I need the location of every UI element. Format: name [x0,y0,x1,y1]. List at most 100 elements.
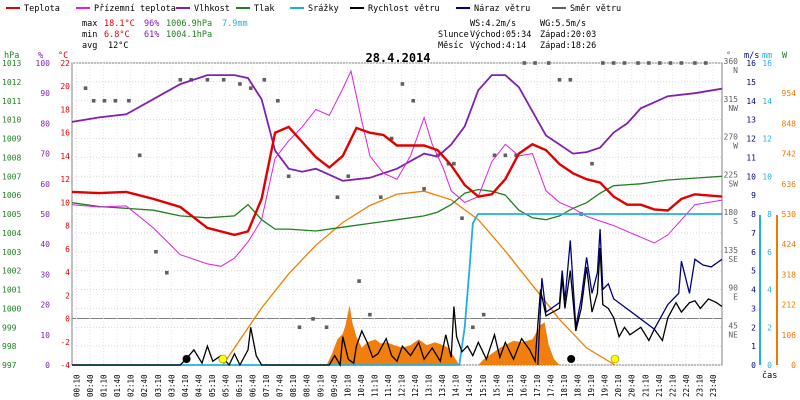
tick-label-hpa: 1005 [2,210,21,219]
tick-label-time: 12:10 [398,374,407,397]
tick-label-degc: -2 [60,338,70,347]
tick-label-hpa: 1010 [2,116,21,125]
tick-label-time: 13:40 [438,374,447,397]
series-dir-point [178,77,183,82]
tick-label-time: 16:40 [519,374,528,397]
tick-label-time: 18:10 [560,374,569,397]
tick-label-time: 23:40 [709,374,718,397]
tick-label-ms: 12 [746,135,756,144]
series-dir-point [238,82,242,86]
tick-label-time: 05:10 [208,374,217,397]
series-temperature-line [71,125,723,237]
tick-label-pct: 80 [40,119,50,128]
series-dir-point [546,61,551,65]
tick-label-degc: 6 [65,245,70,254]
tick-label-time: 12:40 [411,374,420,397]
tick-label-time: 20:40 [628,374,637,397]
tick-label-time: 04:10 [181,374,190,397]
tick-label-time: 23:10 [695,374,704,397]
series-dir-point [503,153,508,158]
tick-label-degc: 4 [65,268,70,277]
tick-label-deg: 135 [724,246,739,255]
series-dir-point [335,195,340,200]
tick-label-mm: 12 [762,135,772,144]
stat-rain-total: 7.9mm [222,19,248,29]
tick-label-time: 05:40 [221,374,230,397]
series-dir-point [368,312,372,317]
tick-label-ms: 9 [751,191,756,200]
tick-label-time: 08:10 [289,374,298,397]
tick-label-ms: 8 [751,210,756,219]
tick-label-time: 15:10 [479,374,488,397]
tick-label-hpa: 1001 [2,286,21,295]
series-dir-point [346,174,351,179]
legend: Teplota Přízemní teplota Vlhkost Tlak Sr… [6,4,621,14]
tick-label-hpa: 1000 [2,304,21,313]
tick-label-time: 11:10 [370,374,379,397]
info-wg: WG:5.5m/s [540,19,586,29]
series-dir-point [622,61,627,65]
unit-hpa: hPa [4,51,19,61]
tick-label-pct: 10 [40,331,50,340]
tick-label-ms: 13 [746,116,756,125]
stat-max-press: 1006.9hPa [166,19,212,29]
sunset-marker [610,354,620,364]
tick-label-w: 530 [782,210,797,219]
series-dir-point [113,98,118,103]
moonrise-marker [182,355,191,363]
tick-label-hpa: 1009 [2,135,21,144]
tick-label-w: 954 [782,89,797,98]
tick-label-w: 848 [782,119,797,128]
stat-min-hum: 61% [144,30,159,40]
info-ws: WS:4.2m/s [470,19,516,29]
tick-label-time: 06:40 [249,374,258,397]
tick-label-hpa: 997 [2,361,17,370]
tick-label-deg: 180 [724,208,739,217]
tick-label-hpa: 1003 [2,248,21,257]
tick-label-deg: 270 [724,133,739,142]
tick-label-pct: 20 [40,301,50,310]
legend-label-press: Tlak [254,4,274,14]
series-sun-curve [222,190,616,366]
tick-label-ms: 0 [751,361,756,370]
series-dir-point [693,61,697,65]
tick-label-ms: 7 [751,229,756,238]
tick-label-pct: 30 [40,270,50,279]
tick-label-deg: 360 [724,57,739,66]
tick-label-time: 15:40 [492,374,501,397]
tick-label-compass: E [733,293,738,302]
series-dir-point [276,98,280,103]
tick-label-time: 03:40 [167,374,176,397]
markers-layer [182,354,620,364]
tick-label-degc: 2 [65,291,70,300]
series-dir-point [522,61,527,65]
tick-label-mm: 16 [762,59,772,68]
info-sun-label: Slunce [438,30,469,40]
tick-label-deg: 90 [728,284,738,293]
unit-deg: ° [726,51,731,61]
series-dir-point [205,77,210,82]
series-dir-point [83,86,88,90]
series-dir-point [568,77,573,82]
tick-label-pct: 70 [40,150,50,159]
series-humidity-line [71,74,723,182]
tick-label-degc: 12 [60,175,70,184]
tick-label-time: 09:10 [316,374,325,397]
series-dir-point [378,195,383,200]
series-dir-point [297,325,302,330]
series-dir-point [657,61,662,65]
series-dir-point [557,77,562,82]
tick-label-pct: 40 [40,240,50,249]
stat-avg-temp: 12°C [108,41,128,51]
tick-label-time: 01:40 [113,374,122,397]
x-axis-label: čas [762,370,777,381]
stat-min-press: 1004.1hPa [166,30,212,40]
tick-label-hpa: 1008 [2,153,21,162]
tick-label-compass: SW [728,179,738,188]
stat-min-label: min [82,30,97,40]
tick-label-w: 318 [782,270,797,279]
tick-label-w: 212 [782,301,797,310]
series-dir-point [636,61,640,65]
tick-label-time: 09:40 [330,374,339,397]
series-dir-point [514,153,518,158]
